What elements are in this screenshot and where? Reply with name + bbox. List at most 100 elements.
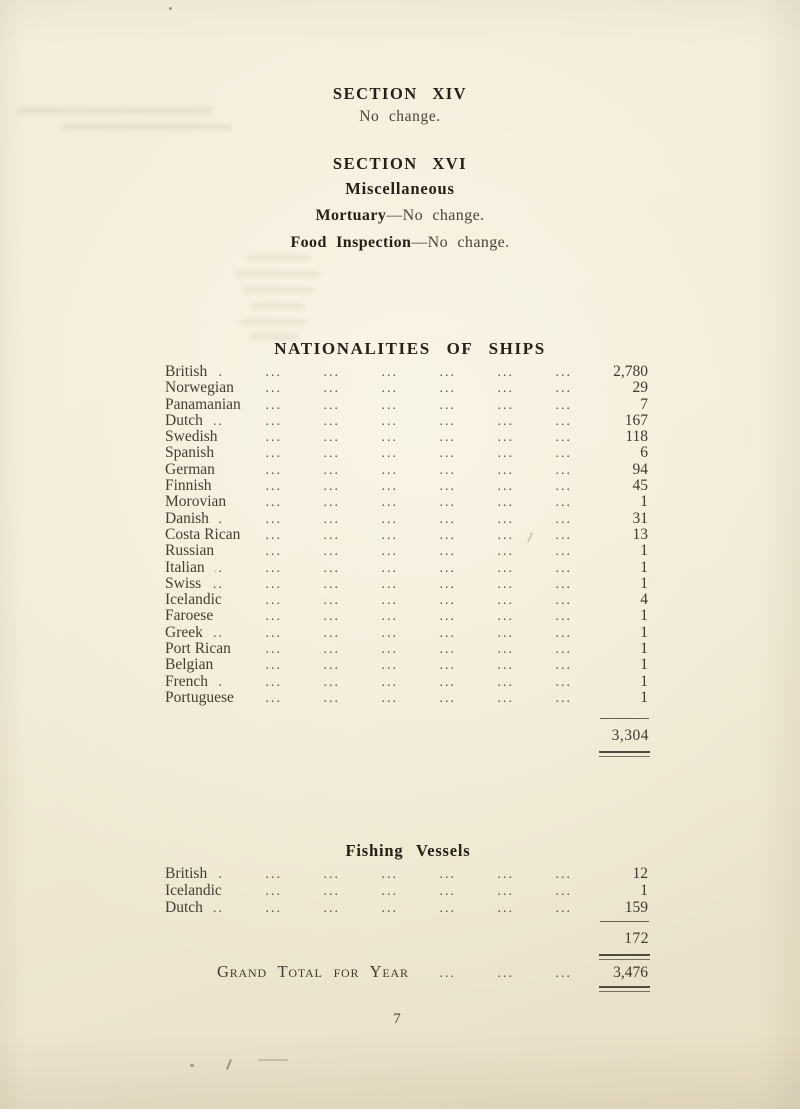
grand-total-label: Grand Total for Year xyxy=(217,962,409,981)
total-double-rule xyxy=(599,954,650,960)
ship-count: 1 xyxy=(640,656,648,674)
entry-text: —No change. xyxy=(411,234,510,251)
section-xiv-title: SECTION XIV xyxy=(332,84,468,103)
dot-leader: ... ... ... ... ... ... ... ... ... ... xyxy=(236,495,572,511)
nationality-label: Portuguese xyxy=(165,688,234,706)
nationality-label: Finnish xyxy=(165,477,212,495)
entry-label: Mortuary xyxy=(315,207,387,224)
ships-table-row: Morovian ... ... ... ... ... ... ... ...… xyxy=(165,493,648,511)
ship-count: 1 xyxy=(640,574,648,592)
dot-leader: ... ... ... ... ... ... ... ... ... ... xyxy=(232,593,572,609)
nationality-label: German xyxy=(165,460,215,478)
ships-table-row: Swedish ... ... ... ... ... ... ... ... … xyxy=(165,428,648,446)
ship-count: 1 xyxy=(640,688,648,706)
ships-table-row: Spanish ... ... ... ... ... ... ... ... … xyxy=(165,444,648,462)
section-xvi-subtitle: Miscellaneous xyxy=(345,179,455,198)
ship-count: 1 xyxy=(640,493,648,511)
ships-table-row: Panamanian ... ... ... ... ... ... ... .… xyxy=(165,395,648,413)
nationality-label: British xyxy=(165,363,208,380)
nationality-label: Dutch xyxy=(165,899,203,916)
entry-text: —No change. xyxy=(386,207,485,224)
nationality-label: Russian xyxy=(165,542,215,560)
nationality-label: Swedish xyxy=(165,428,218,446)
dot-leader: ... ... ... ... ... ... ... ... ... ... xyxy=(218,674,572,690)
bleedthrough-smudge xyxy=(18,107,213,114)
dot-leader: ... ... ... ... ... ... ... ... ... ... xyxy=(223,609,572,625)
ship-count: 45 xyxy=(632,477,649,495)
nationality-label: Panamanian xyxy=(165,395,241,413)
nationality-label: Icelandic xyxy=(165,591,222,609)
vessel-count: 1 xyxy=(640,882,648,899)
bleedthrough-text xyxy=(250,334,298,340)
nationality-label: French xyxy=(165,672,209,690)
bleedthrough-smudge xyxy=(62,124,232,130)
nationality-label: British xyxy=(165,865,208,882)
dot-leader: ... ... ... ... ... ... ... ... ... ... xyxy=(224,544,572,560)
pen-mark-slash xyxy=(226,1059,232,1070)
nationality-label: Belgian xyxy=(165,656,214,674)
fishing-table: British ... ... ... ... ... ... ... ... … xyxy=(165,865,648,916)
dot-leader: ... ... ... ... ... ... ... ... ... ... xyxy=(421,966,572,981)
dot-leader: ... ... ... ... ... ... ... ... ... ... xyxy=(222,479,572,495)
ship-count: 1 xyxy=(640,558,648,576)
nationality-label: Faroese xyxy=(165,607,214,625)
pen-speck xyxy=(190,1064,194,1067)
ships-table-row: Port Rican ... ... ... ... ... ... ... .… xyxy=(165,640,648,657)
grand-total-row: Grand Total for Year ... ... ... ... ...… xyxy=(165,962,648,982)
ships-table-row: German ... ... ... ... ... ... ... ... .… xyxy=(165,460,649,478)
fishing-table-row: Dutch ... ... ... ... ... ... ... ... ..… xyxy=(165,899,648,916)
page-number: 7 xyxy=(393,1011,401,1027)
nationality-label: Morovian xyxy=(165,493,227,511)
ships-table-row: French ... ... ... ... ... ... ... ... .… xyxy=(165,672,648,690)
ship-count: 7 xyxy=(640,395,648,413)
ships-table: British ... ... ... ... ... ... ... ... … xyxy=(165,363,649,706)
ships-table-row: British ... ... ... ... ... ... ... ... … xyxy=(165,363,648,380)
ship-count: 118 xyxy=(625,428,648,446)
dot-leader: ... ... ... ... ... ... ... ... ... ... xyxy=(232,884,572,899)
dot-leader: ... ... ... ... ... ... ... ... ... ... xyxy=(223,658,572,674)
fishing-table-row: Icelandic ... ... ... ... ... ... ... ..… xyxy=(165,882,648,899)
total-rule xyxy=(600,718,649,719)
dot-leader: ... ... ... ... ... ... ... ... ... ... xyxy=(213,625,572,641)
dot-leader: ... ... ... ... ... ... ... ... ... ... xyxy=(215,560,572,576)
dot-leader: ... ... ... ... ... ... ... ... ... ... xyxy=(224,446,572,462)
nationality-label: Italian xyxy=(165,558,205,576)
ship-count: 29 xyxy=(632,379,649,397)
dot-leader: ... ... ... ... ... ... ... ... ... ... xyxy=(218,511,572,527)
ships-table-row: Danish ... ... ... ... ... ... ... ... .… xyxy=(165,509,649,527)
section-xiv-body: No change. xyxy=(359,108,441,125)
grand-total-double-rule xyxy=(599,986,650,992)
ink-speck xyxy=(169,7,172,10)
total-rule xyxy=(600,921,649,922)
ships-table-row: Swiss ... ... ... ... ... ... ... ... ..… xyxy=(165,574,648,592)
nationality-label: Icelandic xyxy=(165,882,222,899)
ship-count: 31 xyxy=(632,509,649,527)
grand-total-value: 3,476 xyxy=(613,964,648,981)
ships-table-row: Costa Rican ... ... ... ... ... ... ... … xyxy=(165,525,648,543)
bleedthrough-text xyxy=(252,303,304,309)
pen-mark-dash xyxy=(258,1059,288,1061)
ship-count: 1 xyxy=(640,672,648,690)
ships-table-row: Italian ... ... ... ... ... ... ... ... … xyxy=(165,558,648,576)
ships-table-row: Portuguese ... ... ... ... ... ... ... .… xyxy=(165,688,648,706)
ships-table-row: Dutch ... ... ... ... ... ... ... ... ..… xyxy=(165,411,648,429)
bleedthrough-text xyxy=(236,271,320,277)
nationality-label: Greek xyxy=(165,623,203,641)
ship-count: 6 xyxy=(640,444,648,462)
nationality-label: Dutch xyxy=(165,411,203,429)
dot-leader: ... ... ... ... ... ... ... ... ... ... xyxy=(250,527,572,543)
bleedthrough-text xyxy=(240,319,306,325)
dot-leader: ... ... ... ... ... ... ... ... ... ... xyxy=(244,690,572,706)
dot-leader: ... ... ... ... ... ... ... ... ... ... xyxy=(228,430,572,446)
ships-table-title: NATIONALITIES OF SHIPS xyxy=(274,339,546,358)
dot-leader: ... ... ... ... ... ... ... ... ... ... xyxy=(217,867,572,882)
fishing-table-title: Fishing Vessels xyxy=(345,841,471,860)
ships-table-row: Finnish ... ... ... ... ... ... ... ... … xyxy=(165,477,649,495)
entry-label: Food Inspection xyxy=(290,234,412,251)
ship-count: 2,780 xyxy=(613,363,648,380)
nationality-label: Spanish xyxy=(165,444,215,462)
ship-count: 94 xyxy=(632,460,649,478)
bleedthrough-text xyxy=(244,287,314,293)
nationality-label: Costa Rican xyxy=(165,525,241,543)
